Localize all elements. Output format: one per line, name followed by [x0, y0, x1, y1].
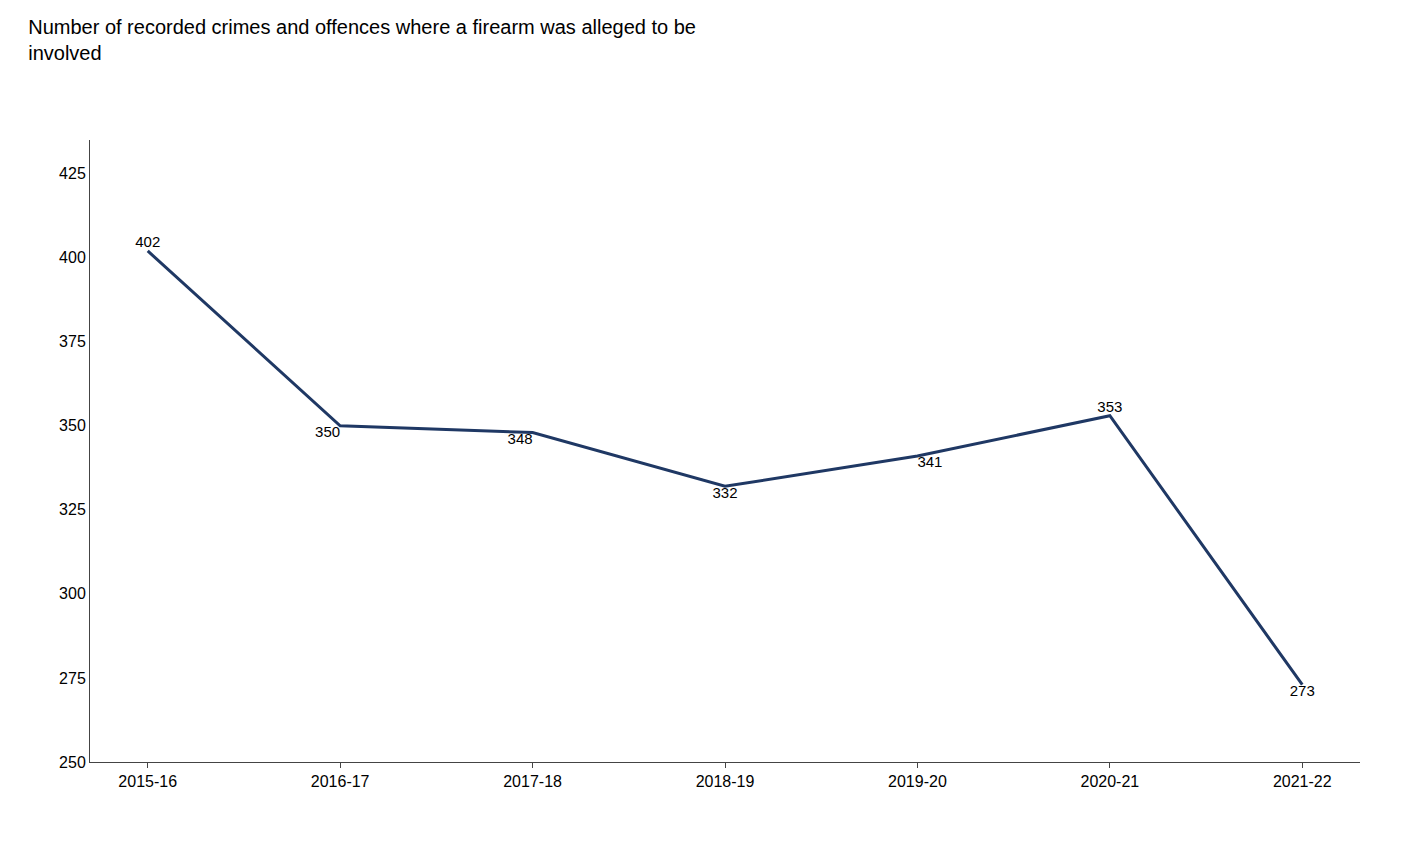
svg-text:353: 353 — [1097, 398, 1122, 415]
svg-text:2015-16: 2015-16 — [118, 773, 177, 790]
svg-text:2018-19: 2018-19 — [696, 773, 755, 790]
svg-text:300: 300 — [59, 585, 86, 602]
svg-text:Number of recorded crimes and: Number of recorded crimes and offences w… — [28, 16, 696, 64]
svg-text:2020-21: 2020-21 — [1080, 773, 1139, 790]
svg-text:332: 332 — [712, 484, 737, 501]
svg-text:2016-17: 2016-17 — [311, 773, 370, 790]
svg-text:402: 402 — [135, 233, 160, 250]
svg-text:250: 250 — [59, 754, 86, 771]
svg-text:350: 350 — [59, 417, 86, 434]
svg-text:348: 348 — [508, 430, 533, 447]
svg-text:425: 425 — [59, 165, 86, 182]
svg-text:273: 273 — [1290, 682, 1315, 699]
svg-text:2019-20: 2019-20 — [888, 773, 947, 790]
svg-text:350: 350 — [315, 423, 340, 440]
svg-text:2021-22: 2021-22 — [1273, 773, 1332, 790]
svg-text:275: 275 — [59, 670, 86, 687]
svg-text:325: 325 — [59, 501, 86, 518]
svg-text:341: 341 — [917, 453, 942, 470]
svg-text:375: 375 — [59, 333, 86, 350]
svg-text:2017-18: 2017-18 — [503, 773, 562, 790]
svg-text:400: 400 — [59, 249, 86, 266]
